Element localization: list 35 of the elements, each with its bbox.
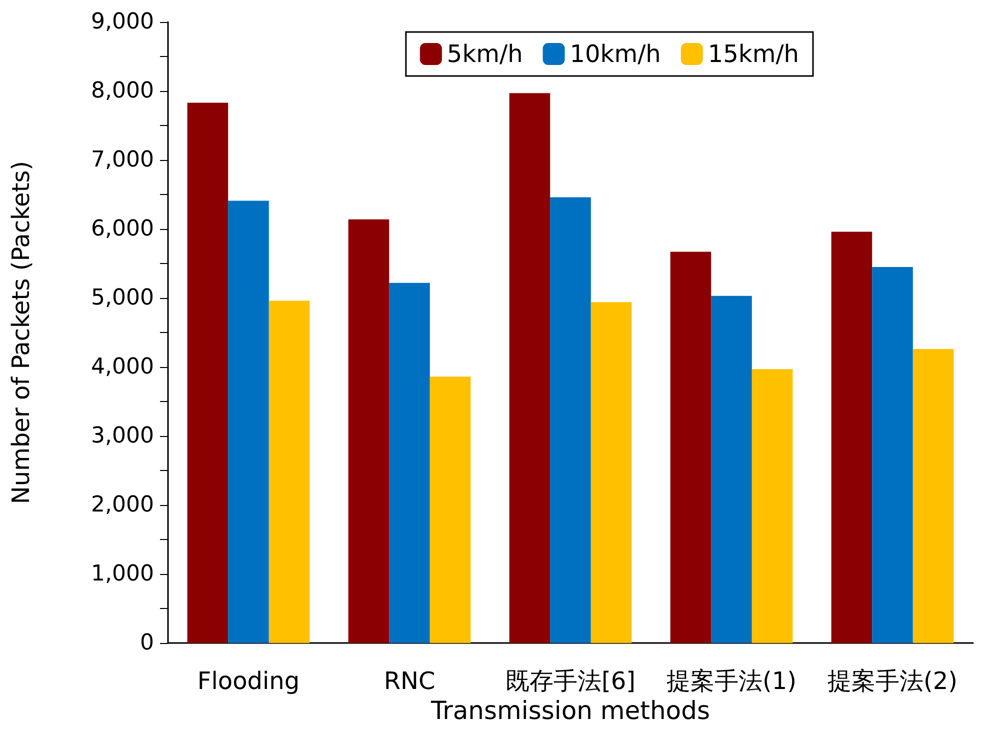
y-tick-label: 2,000: [91, 492, 154, 518]
x-tick-label: 既存手法[6]: [506, 667, 636, 695]
bar: [752, 369, 793, 643]
bar: [912, 349, 954, 643]
legend-label: 10km/h: [570, 40, 661, 68]
bar: [389, 282, 430, 643]
y-tick-label: 6,000: [91, 216, 154, 242]
x-axis-title: Transmission methods: [430, 696, 710, 725]
y-tick-label: 9,000: [91, 10, 154, 34]
x-tick-label: Flooding: [197, 667, 300, 695]
bar: [268, 300, 310, 643]
legend-label: 5km/h: [446, 40, 523, 68]
x-tick-label: RNC: [384, 667, 436, 695]
y-tick-label: 1,000: [91, 562, 154, 586]
y-tick-label: 4,000: [91, 354, 154, 380]
y-tick-label: 7,000: [91, 148, 154, 172]
y-axis-title: Number of Packets (Packets): [7, 160, 35, 504]
legend-label: 15km/h: [708, 40, 800, 68]
x-tick-label: 提案手法(2): [828, 667, 958, 695]
bar: [187, 102, 228, 643]
bar: [590, 302, 632, 643]
y-tick-label: 5,000: [91, 286, 154, 310]
bar: [831, 232, 872, 643]
bar: [711, 296, 752, 643]
y-tick-label: 3,000: [91, 424, 154, 448]
bar: [228, 200, 269, 643]
y-tick-label: 0: [140, 630, 154, 656]
bar: [550, 197, 591, 643]
bar: [670, 252, 712, 643]
y-tick-label: 8,000: [91, 78, 154, 104]
x-tick-label: 提案手法(1): [666, 667, 796, 695]
bar: [509, 93, 550, 643]
bar: [430, 376, 471, 643]
bar: [348, 219, 390, 643]
bar: [872, 266, 913, 643]
